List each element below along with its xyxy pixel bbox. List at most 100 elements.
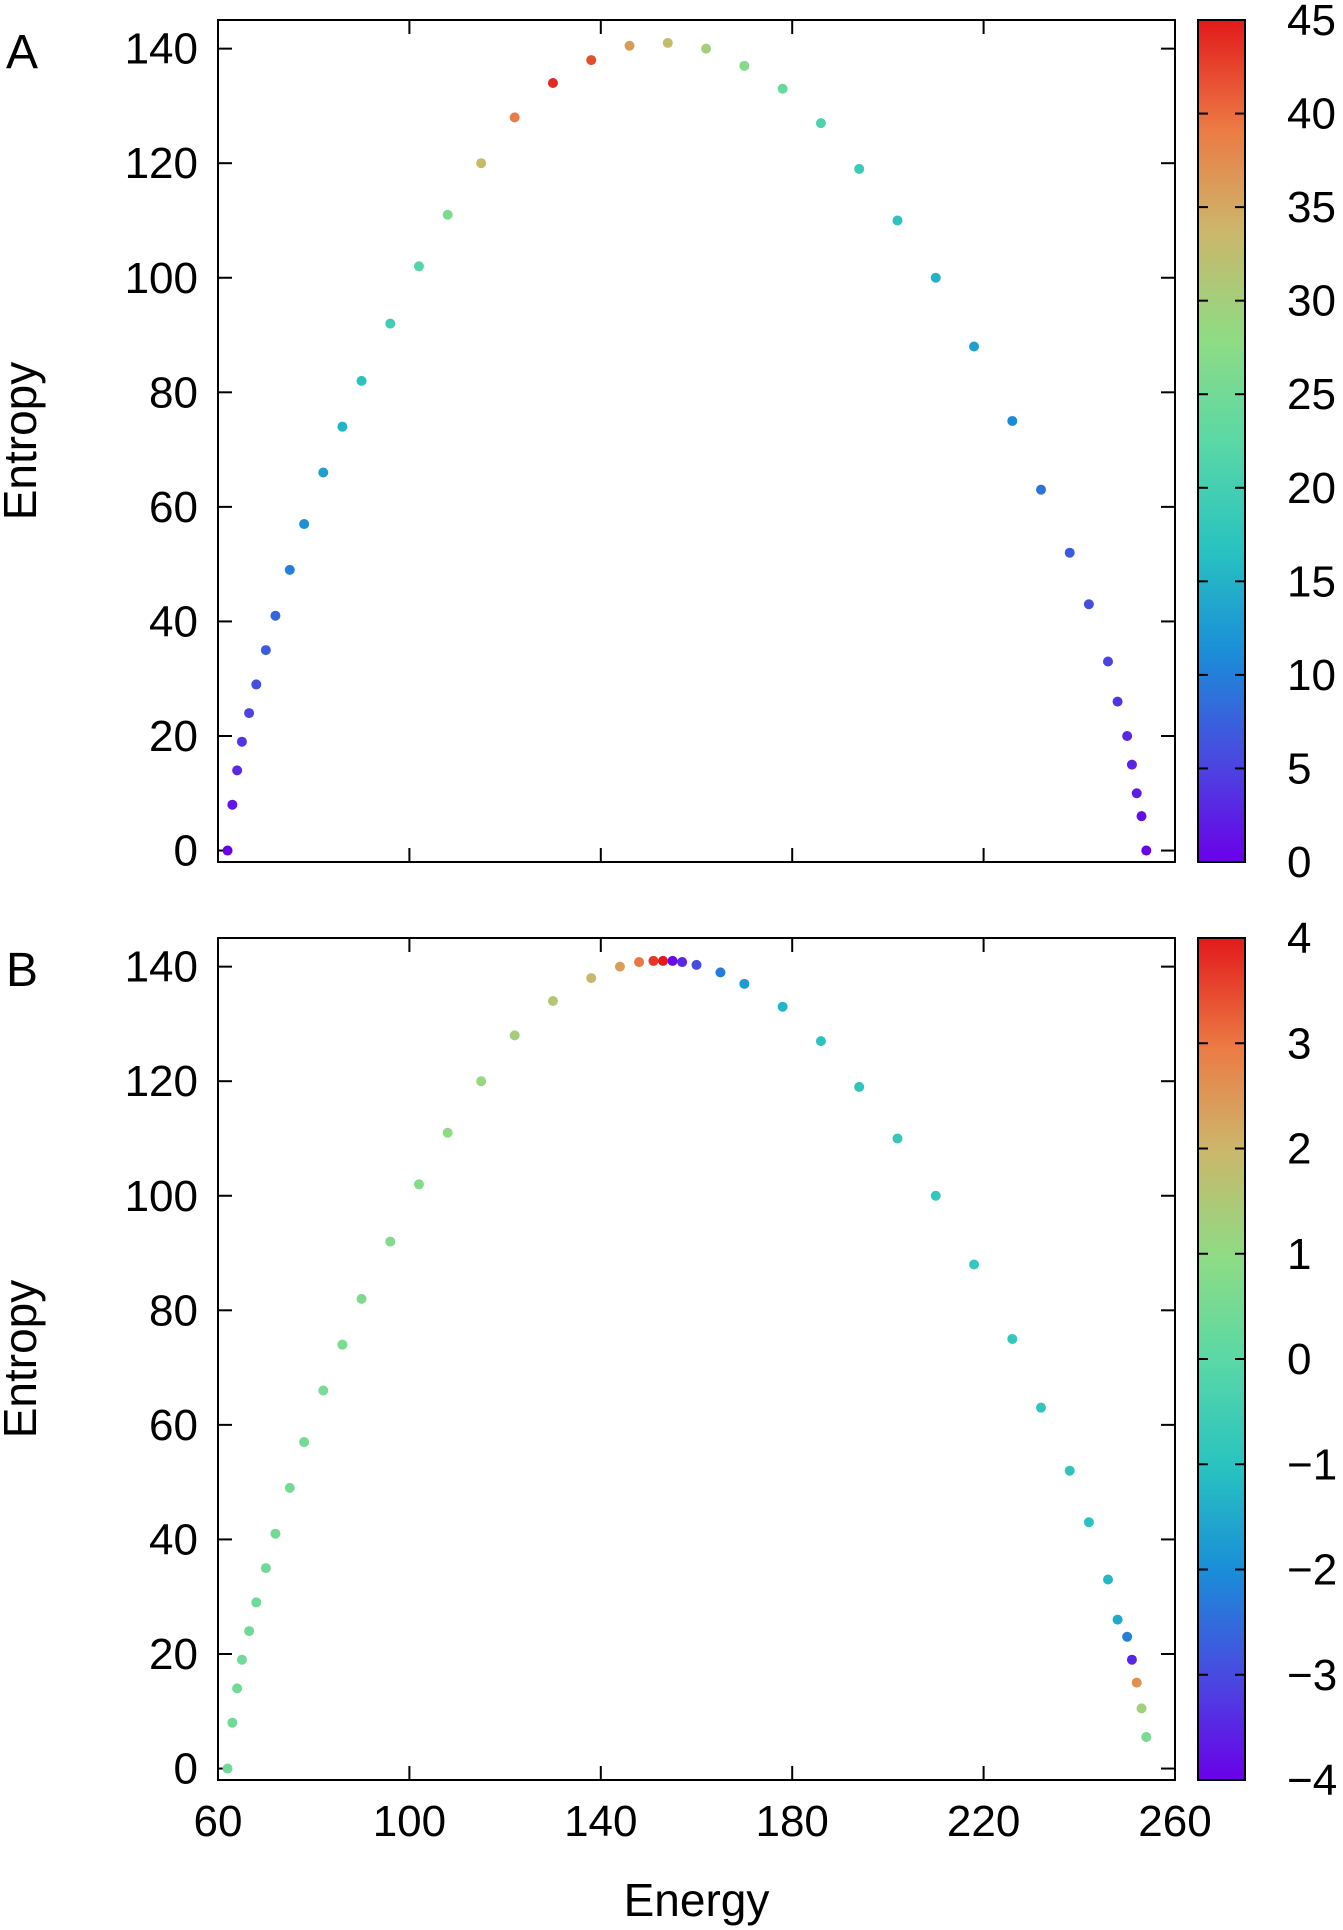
data-point-b [892, 1133, 903, 1144]
data-point-a [624, 40, 635, 51]
data-point-b [634, 957, 645, 968]
data-point-a [547, 78, 558, 89]
data-point-b [777, 1001, 788, 1012]
y-tick-label-a: 80 [149, 368, 198, 417]
data-point-a [260, 645, 271, 656]
y-tick-label-b: 140 [125, 943, 198, 992]
data-point-b [658, 955, 669, 966]
data-point-b [677, 957, 688, 968]
data-point-a [930, 272, 941, 283]
data-point-a [299, 519, 310, 530]
colorbar-a [1197, 19, 1246, 863]
colorbar-tick-label-a: 15 [1287, 557, 1336, 606]
data-point-a [413, 261, 424, 272]
data-point-a [1122, 730, 1133, 741]
data-point-a [1064, 547, 1075, 558]
y-tick-label-a: 0 [174, 827, 198, 876]
y-tick-label-b: 40 [149, 1515, 198, 1564]
x-tick-label-b: 100 [373, 1797, 446, 1846]
data-point-b [385, 1236, 396, 1247]
colorbar-tick-label-b: 0 [1287, 1335, 1311, 1384]
x-tick-label-b: 180 [755, 1797, 828, 1846]
data-point-b [1136, 1703, 1147, 1714]
y-tick-label-b: 0 [174, 1745, 198, 1794]
data-point-b [236, 1654, 247, 1665]
data-point-a [701, 43, 712, 54]
colorbar-tick-label-a: 35 [1287, 183, 1336, 232]
y-axis-label-a: Entropy [0, 362, 46, 521]
data-point-a [284, 564, 295, 575]
colorbar-tick-label-a: 25 [1287, 370, 1336, 419]
data-point-a [356, 375, 367, 386]
data-point-b [648, 955, 659, 966]
data-point-b [586, 973, 597, 984]
data-point-a [385, 318, 396, 329]
data-point-a [739, 60, 750, 71]
data-point-a [476, 158, 487, 169]
data-point-a [662, 37, 673, 48]
data-point-b [232, 1683, 243, 1694]
data-point-a [1136, 811, 1147, 822]
data-point-a [270, 610, 281, 621]
data-point-b [547, 996, 558, 1007]
panel-label-a: A [6, 26, 38, 79]
data-point-a [969, 341, 980, 352]
data-point-b [260, 1563, 271, 1574]
data-point-b [1083, 1517, 1094, 1528]
colorbar-tick-label-b: 3 [1287, 1019, 1311, 1068]
data-point-b [1126, 1654, 1137, 1665]
data-point-a [1141, 845, 1152, 856]
colorbar-tick-label-a: 5 [1287, 744, 1311, 793]
data-point-b [739, 978, 750, 989]
data-point-b [356, 1293, 367, 1304]
y-tick-label-b: 20 [149, 1630, 198, 1679]
data-point-a [227, 799, 238, 810]
data-point-a [318, 467, 329, 478]
colorbar-tick-label-a: 20 [1287, 464, 1336, 513]
y-tick-label-a: 120 [125, 139, 198, 188]
data-point-a [337, 421, 348, 432]
colorbar-tick-label-b: −2 [1287, 1546, 1337, 1595]
data-point-a [509, 112, 520, 123]
data-point-b [1141, 1732, 1152, 1743]
data-point-b [1103, 1574, 1114, 1585]
data-point-a [1126, 759, 1137, 770]
data-point-a [586, 55, 597, 66]
data-point-b [270, 1528, 281, 1539]
data-point-a [892, 215, 903, 226]
plot-frame-b [217, 937, 1176, 1781]
panel-a: A 0 20 40 60 80 100 120 140 Entropy 0 5 10 15 20 25 30 35… [0, 0, 1336, 887]
panel-b: B60 100 140 180 220 260020406080100120140Entr… [0, 914, 1337, 1926]
data-point-b [1064, 1465, 1075, 1476]
data-point-a [222, 845, 233, 856]
data-point-a [854, 163, 865, 174]
colorbar-tick-label-b: 2 [1287, 1125, 1311, 1174]
data-point-a [1007, 415, 1018, 426]
colorbar-tick-label-b: 1 [1287, 1230, 1311, 1279]
data-point-b [1131, 1677, 1142, 1688]
colorbar-tick-label-a: 10 [1287, 651, 1336, 700]
colorbar-tick-label-a: 30 [1287, 277, 1336, 326]
data-point-b [854, 1081, 865, 1092]
data-point-a [251, 679, 262, 690]
data-point-b [1007, 1333, 1018, 1344]
y-tick-label-a: 40 [149, 597, 198, 646]
y-tick-label-a: 20 [149, 712, 198, 761]
data-point-b [667, 955, 678, 966]
data-point-b [1112, 1614, 1123, 1625]
data-point-a [1036, 484, 1047, 495]
colorbar-tick-label-a: 45 [1287, 0, 1336, 45]
data-point-a [244, 708, 255, 719]
y-axis-label-b: Entropy [0, 1280, 46, 1439]
x-tick-label-b: 260 [1138, 1797, 1211, 1846]
data-point-a [1131, 788, 1142, 799]
y-tick-label-b: 80 [149, 1286, 198, 1335]
data-point-b [222, 1763, 233, 1774]
data-point-b [413, 1179, 424, 1190]
y-tick-label-b: 100 [125, 1172, 198, 1221]
colorbar-tick-label-a: 0 [1287, 838, 1311, 887]
x-axis-label: Energy [624, 1874, 770, 1926]
colorbar-tick-label-b: −1 [1287, 1440, 1337, 1489]
data-point-b [1122, 1631, 1133, 1642]
